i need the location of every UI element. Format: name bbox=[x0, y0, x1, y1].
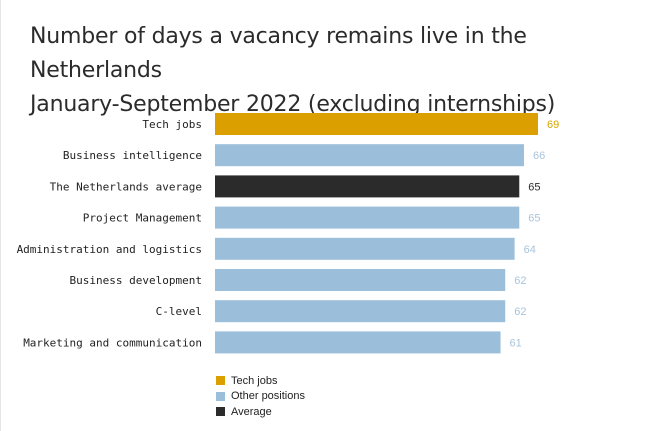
value-label: 64 bbox=[524, 244, 536, 256]
value-label: 65 bbox=[528, 181, 540, 193]
bar-other bbox=[215, 206, 520, 229]
bar-other bbox=[215, 300, 506, 323]
chart-title: Number of days a vacancy remains live in… bbox=[30, 20, 650, 122]
bar-other bbox=[215, 331, 501, 354]
left-border bbox=[0, 0, 1, 431]
category-label: C-level bbox=[156, 305, 202, 318]
category-label: Business development bbox=[70, 274, 202, 287]
category-label: Marketing and communication bbox=[23, 336, 202, 349]
value-label: 62 bbox=[514, 275, 526, 287]
value-label: 62 bbox=[514, 306, 526, 318]
bar-tech bbox=[215, 113, 538, 135]
value-label: 61 bbox=[510, 337, 522, 349]
value-label: 66 bbox=[533, 150, 545, 162]
legend-label-average: Average bbox=[231, 405, 272, 418]
value-label: 69 bbox=[547, 119, 559, 131]
title-line-1: Number of days a vacancy remains live in… bbox=[30, 24, 527, 83]
category-label: Business intelligence bbox=[63, 149, 202, 162]
category-label: Tech jobs bbox=[142, 118, 202, 131]
legend-swatch-other bbox=[216, 391, 225, 401]
legend-item-average: Average bbox=[216, 404, 305, 420]
category-label: Administration and logistics bbox=[17, 243, 202, 256]
bar-other bbox=[215, 144, 524, 167]
legend-item-tech: Tech jobs bbox=[216, 373, 305, 389]
legend-item-other: Other positions bbox=[216, 389, 305, 405]
bar-other bbox=[215, 269, 506, 291]
bar-average bbox=[215, 175, 520, 198]
legend-swatch-average bbox=[216, 407, 225, 417]
value-label: 65 bbox=[528, 213, 540, 225]
category-label: The Netherlands average bbox=[50, 180, 202, 193]
legend: Tech jobs Other positions Average bbox=[216, 373, 305, 420]
legend-label-tech: Tech jobs bbox=[231, 374, 278, 387]
legend-label-other: Other positions bbox=[231, 390, 305, 403]
bar-other bbox=[215, 237, 515, 260]
title-line-2: January-September 2022 (excluding intern… bbox=[30, 92, 556, 117]
legend-swatch-tech bbox=[216, 376, 225, 386]
category-label: Project Management bbox=[83, 212, 202, 225]
